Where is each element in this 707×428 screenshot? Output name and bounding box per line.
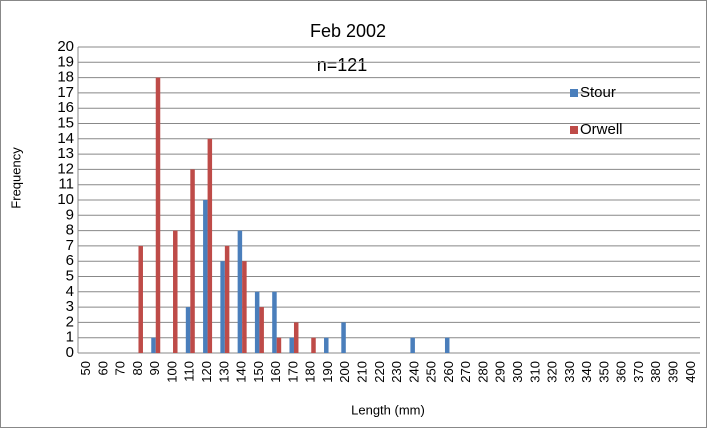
y-tick-label: 19 <box>57 53 74 70</box>
x-tick-label: 70 <box>113 361 128 375</box>
x-tick-label: 360 <box>614 361 629 383</box>
y-tick-label: 20 <box>57 38 74 55</box>
bar <box>237 230 243 353</box>
x-tick-label: 290 <box>493 361 508 383</box>
y-tick-label: 12 <box>57 160 74 177</box>
x-tick-label: 230 <box>389 361 404 383</box>
bar <box>207 138 213 353</box>
x-tick-label: 110 <box>182 361 197 382</box>
y-tick-label: 1 <box>66 329 74 346</box>
x-tick-label: 160 <box>268 361 283 383</box>
x-tick-label: 250 <box>424 361 439 383</box>
bar <box>138 245 143 353</box>
y-tick-label: 4 <box>66 283 74 300</box>
x-tick-label: 270 <box>458 361 473 383</box>
y-tick-label: 8 <box>66 222 74 239</box>
bar <box>203 200 208 353</box>
x-tick-label: 150 <box>251 361 266 383</box>
x-tick-label: 260 <box>441 361 456 383</box>
y-tick-label: 10 <box>57 191 74 208</box>
x-tick-label: 400 <box>683 361 698 383</box>
x-tick-label: 100 <box>164 361 179 383</box>
x-tick-label: 380 <box>648 361 663 383</box>
x-tick-label: 130 <box>216 361 231 383</box>
x-tick-label: 120 <box>199 361 214 383</box>
x-tick-label: 50 <box>78 361 93 375</box>
y-tick-label: 11 <box>58 176 74 193</box>
bar <box>242 261 247 353</box>
legend-swatch <box>570 89 578 97</box>
bar <box>293 322 299 353</box>
y-tick-label: 14 <box>57 130 74 147</box>
y-tick-label: 0 <box>66 344 74 361</box>
x-tick-label: 300 <box>510 361 525 383</box>
bar <box>151 337 156 353</box>
x-tick-label: 350 <box>596 361 611 383</box>
x-tick-label: 310 <box>527 361 542 383</box>
y-tick-label: 6 <box>66 252 74 269</box>
bar <box>173 230 178 353</box>
x-tick-label: 390 <box>666 361 681 383</box>
x-tick-label: 200 <box>337 361 352 383</box>
y-tick-label: 18 <box>57 69 74 86</box>
bar <box>254 291 260 353</box>
bar <box>444 337 450 353</box>
y-tick-label: 9 <box>66 206 74 223</box>
x-tick-label: 240 <box>406 361 421 383</box>
x-tick-label: 330 <box>562 361 577 383</box>
x-tick-label: 340 <box>579 361 594 383</box>
chart-subtitle: n=121 <box>317 55 368 75</box>
x-tick-label: 180 <box>303 361 318 383</box>
x-tick-label: 320 <box>545 361 560 383</box>
legend-swatch <box>570 126 578 134</box>
x-axis-label: Length (mm) <box>351 402 425 417</box>
bar <box>185 307 191 353</box>
x-tick-label: 60 <box>95 361 110 375</box>
bar <box>410 337 415 353</box>
bar <box>259 307 264 353</box>
y-tick-label: 3 <box>66 298 74 315</box>
bar <box>155 77 161 353</box>
x-tick-label: 220 <box>372 361 387 383</box>
x-tick-label: 370 <box>631 361 646 383</box>
chart-title: Feb 2002 <box>310 21 386 41</box>
y-tick-label: 5 <box>66 267 74 284</box>
y-axis-label: Frequency <box>8 147 23 209</box>
bar <box>324 337 329 353</box>
y-tick-label: 13 <box>57 145 74 162</box>
x-tick-label: 210 <box>355 361 370 383</box>
x-tick-label: 190 <box>320 361 335 383</box>
bar <box>311 337 316 353</box>
x-tick-label: 280 <box>475 361 490 383</box>
y-tick-label: 7 <box>66 237 74 254</box>
bar <box>341 322 346 353</box>
x-tick-label: 170 <box>285 361 300 383</box>
x-tick-label: 90 <box>147 361 162 375</box>
bar <box>224 245 230 353</box>
y-tick-label: 17 <box>57 84 74 101</box>
legend-label: Orwell <box>580 121 623 138</box>
bar <box>272 291 277 353</box>
legend-label: Stour <box>580 84 616 101</box>
x-tick-label: 80 <box>130 361 145 375</box>
y-tick-label: 16 <box>57 99 74 116</box>
x-tick-label: 140 <box>234 361 249 383</box>
y-tick-label: 2 <box>66 313 74 330</box>
bar <box>289 337 294 353</box>
y-tick-label: 15 <box>57 114 74 131</box>
bar <box>220 261 225 353</box>
bar <box>190 169 195 353</box>
bar <box>276 337 282 353</box>
